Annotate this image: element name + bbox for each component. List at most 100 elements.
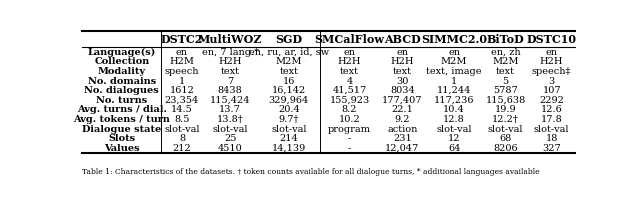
Text: Values: Values	[104, 144, 140, 153]
Text: No. turns: No. turns	[96, 96, 147, 105]
Text: 30: 30	[396, 77, 408, 85]
Text: 12: 12	[448, 134, 460, 143]
Text: Dialogue state: Dialogue state	[82, 125, 161, 134]
Text: en: en	[176, 48, 188, 57]
Text: 212: 212	[173, 144, 191, 153]
Text: slot-val: slot-val	[164, 125, 200, 134]
Text: 327: 327	[542, 144, 561, 153]
Text: 8.2: 8.2	[342, 105, 357, 114]
Text: en: en	[448, 48, 460, 57]
Text: SIMMC2.0: SIMMC2.0	[421, 34, 487, 45]
Text: text: text	[279, 67, 298, 76]
Text: text: text	[221, 67, 239, 76]
Text: 4510: 4510	[218, 144, 243, 153]
Text: 12.8: 12.8	[444, 115, 465, 124]
Text: 68: 68	[499, 134, 511, 143]
Text: 64: 64	[448, 144, 460, 153]
Text: speech‡: speech‡	[532, 67, 572, 76]
Text: 16: 16	[283, 77, 295, 85]
Text: slot-val: slot-val	[534, 125, 570, 134]
Text: action: action	[387, 125, 417, 134]
Text: Language(s): Language(s)	[88, 48, 156, 57]
Text: 5: 5	[502, 77, 509, 85]
Text: 12.6: 12.6	[541, 105, 563, 114]
Text: 1612: 1612	[170, 86, 195, 95]
Text: 115,638: 115,638	[485, 96, 525, 105]
Text: 9.7†: 9.7†	[278, 115, 299, 124]
Text: 8206: 8206	[493, 144, 518, 153]
Text: en, 7 lang.*: en, 7 lang.*	[202, 48, 259, 57]
Text: SGD: SGD	[275, 34, 303, 45]
Text: 7: 7	[227, 77, 233, 85]
Text: 13.7: 13.7	[219, 105, 241, 114]
Text: 22.1: 22.1	[391, 105, 413, 114]
Text: en: en	[396, 48, 408, 57]
Text: 115,424: 115,424	[210, 96, 250, 105]
Text: 8.5: 8.5	[174, 115, 189, 124]
Text: 155,923: 155,923	[330, 96, 370, 105]
Text: slot-val: slot-val	[436, 125, 472, 134]
Text: 25: 25	[224, 134, 236, 143]
Text: H2M: H2M	[170, 57, 195, 66]
Text: 18: 18	[545, 134, 558, 143]
Text: slot-val: slot-val	[212, 125, 248, 134]
Text: 12.2†: 12.2†	[492, 115, 519, 124]
Text: en, ru, ar, id, sw: en, ru, ar, id, sw	[249, 48, 329, 57]
Text: Collection: Collection	[94, 57, 149, 66]
Text: en: en	[344, 48, 356, 57]
Text: slot-val: slot-val	[488, 125, 524, 134]
Text: Modality: Modality	[98, 67, 146, 76]
Text: 12,047: 12,047	[385, 144, 419, 153]
Text: 1: 1	[451, 77, 458, 85]
Text: H2H: H2H	[540, 57, 563, 66]
Text: speech: speech	[164, 67, 199, 76]
Text: 107: 107	[542, 86, 561, 95]
Text: 20.4: 20.4	[278, 105, 300, 114]
Text: Avg. turns / dial.: Avg. turns / dial.	[77, 105, 167, 114]
Text: ABCD: ABCD	[384, 34, 420, 45]
Text: 13.8†: 13.8†	[217, 115, 243, 124]
Text: text, image: text, image	[426, 67, 482, 76]
Text: text: text	[340, 67, 359, 76]
Text: 14.5: 14.5	[171, 105, 193, 114]
Text: -: -	[348, 144, 351, 153]
Text: Slots: Slots	[108, 134, 136, 143]
Text: MultiWOZ: MultiWOZ	[198, 34, 262, 45]
Text: slot-val: slot-val	[271, 125, 307, 134]
Text: 16,142: 16,142	[272, 86, 306, 95]
Text: 23,354: 23,354	[165, 96, 199, 105]
Text: en, zh: en, zh	[491, 48, 520, 57]
Text: 10.2: 10.2	[339, 115, 360, 124]
Text: 4: 4	[346, 77, 353, 85]
Text: 11,244: 11,244	[437, 86, 471, 95]
Text: 214: 214	[280, 134, 298, 143]
Text: 17.8: 17.8	[541, 115, 563, 124]
Text: text: text	[496, 67, 515, 76]
Text: H2H: H2H	[338, 57, 362, 66]
Text: 8: 8	[179, 134, 185, 143]
Text: DSTC2: DSTC2	[161, 34, 203, 45]
Text: M2M: M2M	[492, 57, 518, 66]
Text: 117,236: 117,236	[434, 96, 474, 105]
Text: -: -	[348, 134, 351, 143]
Text: 8034: 8034	[390, 86, 415, 95]
Text: 10.4: 10.4	[444, 105, 465, 114]
Text: DSTC10: DSTC10	[527, 34, 577, 45]
Text: M2M: M2M	[441, 57, 467, 66]
Text: 231: 231	[393, 134, 412, 143]
Text: 14,139: 14,139	[272, 144, 306, 153]
Text: H2H: H2H	[390, 57, 414, 66]
Text: en: en	[546, 48, 557, 57]
Text: 2292: 2292	[539, 96, 564, 105]
Text: Avg. tokens / turn: Avg. tokens / turn	[74, 115, 170, 124]
Text: No. domains: No. domains	[88, 77, 156, 85]
Text: M2M: M2M	[276, 57, 302, 66]
Text: 19.9: 19.9	[495, 105, 516, 114]
Text: SMCalFlow: SMCalFlow	[314, 34, 385, 45]
Text: 3: 3	[548, 77, 555, 85]
Text: BiToD: BiToD	[486, 34, 524, 45]
Text: Table 1: Characteristics of the datasets. † token counts available for all dialo: Table 1: Characteristics of the datasets…	[83, 168, 540, 176]
Text: 1: 1	[179, 77, 185, 85]
Text: H2H: H2H	[218, 57, 242, 66]
Text: 41,517: 41,517	[332, 86, 367, 95]
